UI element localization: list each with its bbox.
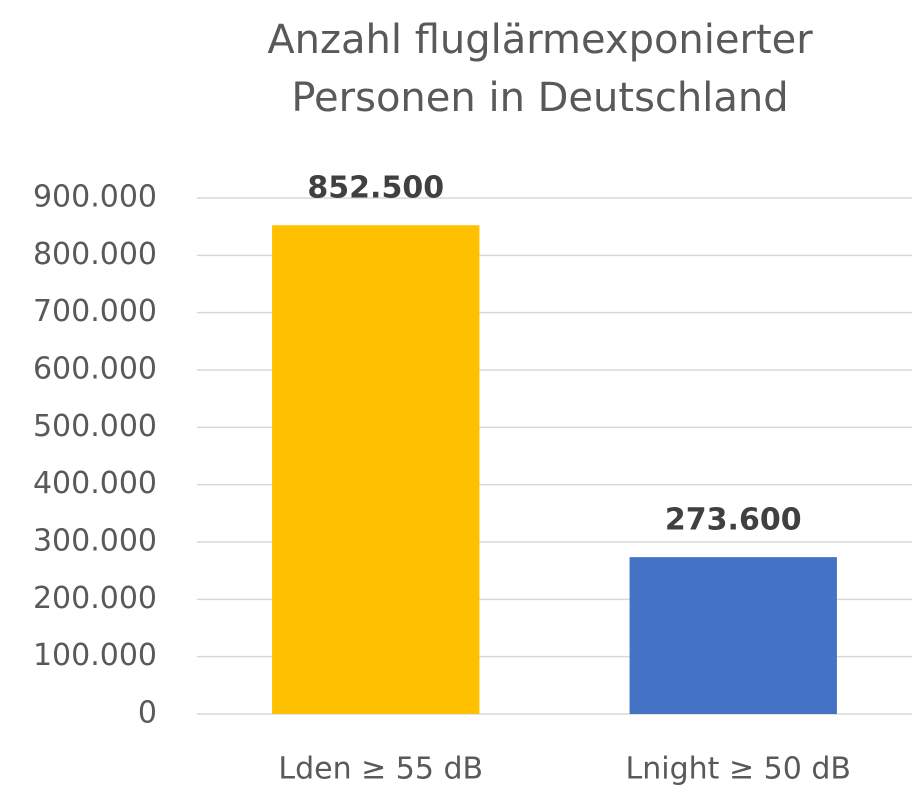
y-tick-label: 800.000 xyxy=(33,237,157,272)
bar xyxy=(629,557,837,714)
y-tick-label: 300.000 xyxy=(33,524,157,559)
bar xyxy=(272,225,480,714)
y-tick-label: 600.000 xyxy=(33,352,157,387)
x-tick-label: Lden ≥ 55 dB xyxy=(278,752,483,787)
data-label: 852.500 xyxy=(307,171,444,206)
y-tick-label: 700.000 xyxy=(33,294,157,329)
data-label: 273.600 xyxy=(665,503,802,538)
y-tick-label: 0 xyxy=(138,696,157,731)
chart-title: Anzahl fluglärmexponierter xyxy=(267,17,813,63)
chart-title: Personen in Deutschland xyxy=(291,75,788,121)
y-tick-label: 400.000 xyxy=(33,466,157,501)
y-tick-label: 500.000 xyxy=(33,409,157,444)
y-tick-label: 100.000 xyxy=(33,638,157,673)
y-tick-label: 200.000 xyxy=(33,581,157,616)
x-tick-label: Lnight ≥ 50 dB xyxy=(626,752,851,787)
y-tick-label: 900.000 xyxy=(33,180,157,215)
